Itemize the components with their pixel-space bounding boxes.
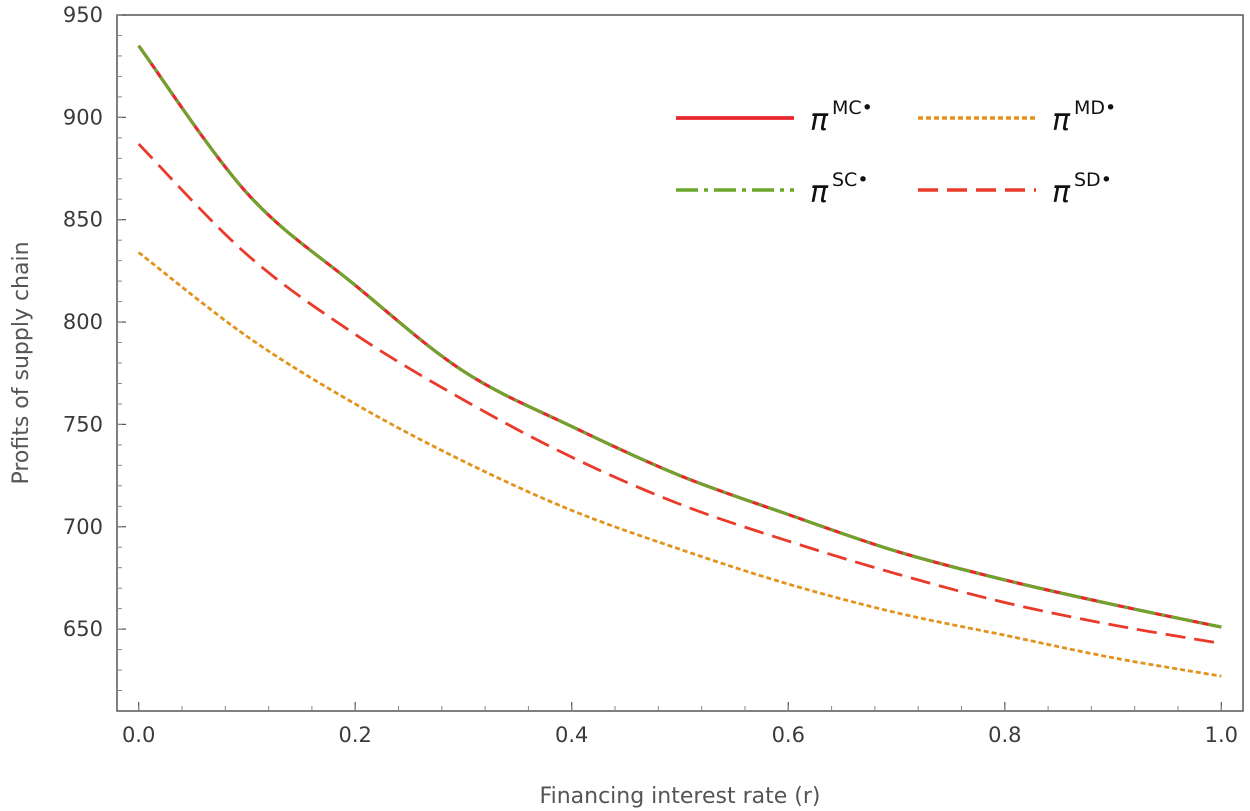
y-tick-label: 900: [63, 105, 103, 129]
x-axis-ticks: 0.0 0.2 0.4 0.6 0.8 1.0: [122, 702, 1238, 747]
legend-superscript-sc: SC•: [832, 169, 869, 191]
y-tick-label: 950: [63, 3, 103, 27]
series-line-md: [137, 251, 1222, 678]
y-tick-label: 850: [63, 208, 103, 232]
series-line-sc: [137, 44, 1222, 629]
legend-superscript-sd: SD•: [1074, 169, 1112, 191]
legend-superscript-md: MD•: [1074, 97, 1116, 119]
y-tick-label: 800: [63, 310, 103, 334]
x-tick-label: 1.0: [1205, 723, 1238, 747]
y-tick-label: 700: [63, 515, 103, 539]
y-axis-ticks: 650 700 750 800 850 900 950: [63, 3, 126, 692]
legend-label-md: π: [1052, 103, 1071, 138]
legend-superscript-mc: MC•: [832, 97, 873, 119]
legend-label-mc: π: [810, 103, 829, 138]
x-tick-label: 0.0: [122, 723, 155, 747]
legend: π MC• π MD•π SC• π SD•: [676, 97, 1116, 210]
y-axis-label: Profits of supply chain: [9, 241, 34, 484]
series-layer: [137, 44, 1222, 678]
legend-label-sd: π: [1052, 175, 1071, 210]
series-line-sd: [137, 142, 1222, 645]
x-axis-label: Financing interest rate (r): [540, 784, 821, 809]
x-tick-label: 0.2: [338, 723, 371, 747]
y-tick-label: 750: [63, 412, 103, 436]
x-tick-label: 0.8: [988, 723, 1021, 747]
x-tick-label: 0.6: [772, 723, 805, 747]
legend-label-sc: π: [810, 175, 829, 210]
y-tick-label: 650: [63, 617, 103, 641]
x-tick-label: 0.4: [555, 723, 588, 747]
